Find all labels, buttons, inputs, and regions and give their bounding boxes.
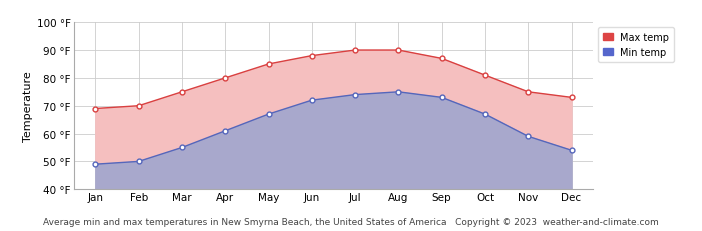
Legend: Max temp, Min temp: Max temp, Min temp	[598, 28, 675, 62]
Y-axis label: Temperature: Temperature	[22, 71, 33, 141]
Text: Average min and max temperatures in New Smyrna Beach, the United States of Ameri: Average min and max temperatures in New …	[43, 217, 659, 226]
